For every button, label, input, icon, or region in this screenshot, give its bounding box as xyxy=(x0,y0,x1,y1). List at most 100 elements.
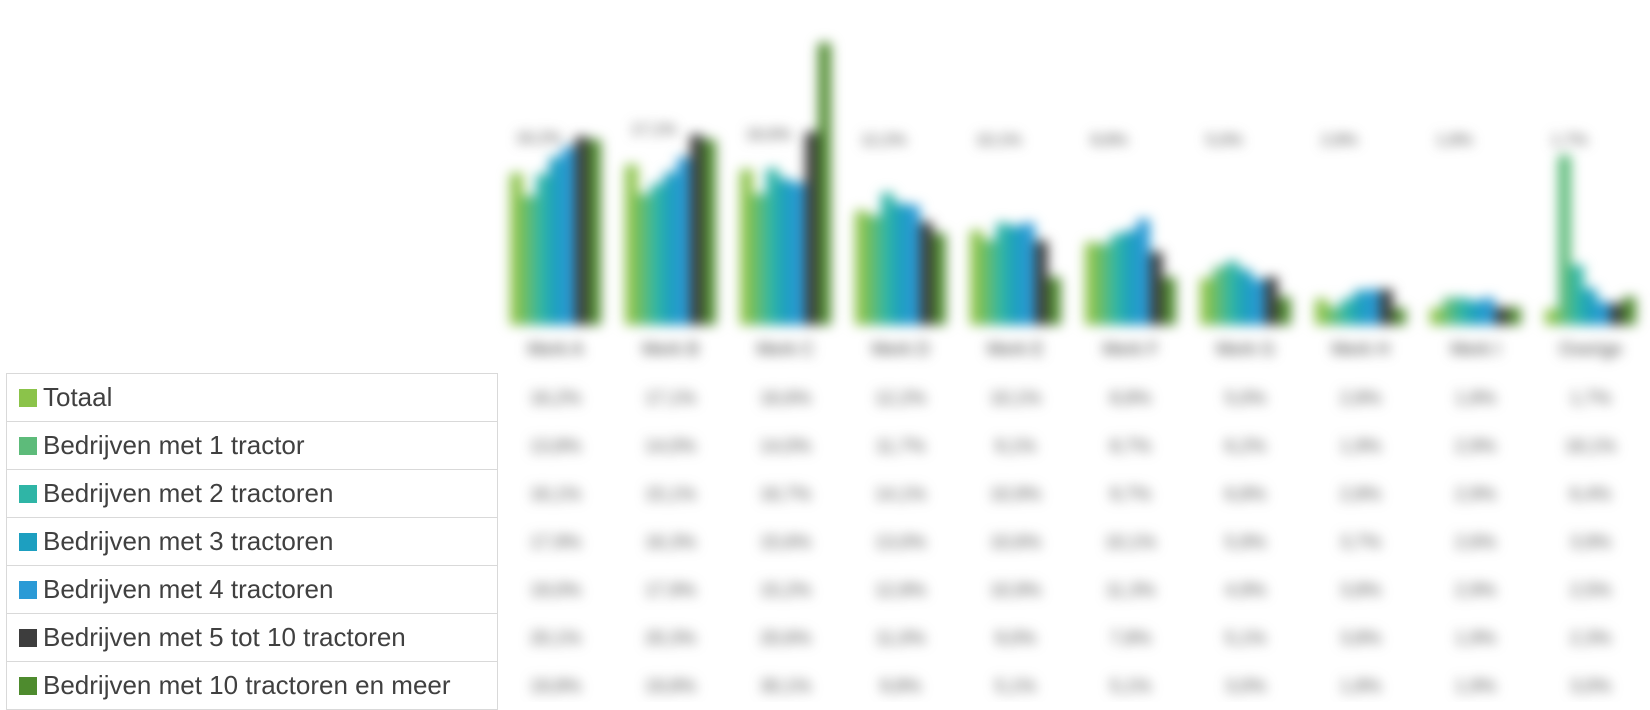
data-label: 2,8% xyxy=(1321,132,1357,149)
table-cell: 5,0% xyxy=(1225,388,1266,408)
bar-3-7 xyxy=(1226,261,1239,325)
bar-5-3 xyxy=(792,182,805,325)
table-cell: 6,4% xyxy=(1570,484,1611,504)
bars-layer xyxy=(510,42,1636,325)
table-cell: 11,7% xyxy=(876,436,926,456)
table-row: Bedrijven met 4 tractoren xyxy=(6,565,498,614)
table-cell: 2,8% xyxy=(1340,388,1381,408)
bar-3-4 xyxy=(881,192,894,325)
bar-2-10 xyxy=(1558,155,1571,325)
table-cell: 30,1% xyxy=(760,676,811,696)
x-tick-label: Merk F xyxy=(1103,339,1159,359)
legend-swatch xyxy=(19,581,37,599)
bar-7-8 xyxy=(1393,308,1406,325)
legend-label: Bedrijven met 4 tractoren xyxy=(43,574,334,604)
legend-item: Totaal xyxy=(6,373,498,422)
table-cell: 1,9% xyxy=(1340,436,1381,456)
bar-6-1 xyxy=(575,136,588,325)
table-cell: 18,1% xyxy=(1565,436,1616,456)
bar-3-3 xyxy=(766,168,779,325)
x-tick-label: Overige xyxy=(1559,339,1622,359)
bar-2-8 xyxy=(1328,307,1341,325)
data-label: 16,2% xyxy=(516,130,561,147)
table-cell: 2,8% xyxy=(1340,484,1381,504)
table-cell: 19,8% xyxy=(645,676,696,696)
legend-swatch xyxy=(19,677,37,695)
bar-4-5 xyxy=(1009,225,1022,325)
table-cell: 2,6% xyxy=(1455,532,1496,552)
bar-6-9 xyxy=(1495,307,1508,325)
table-row: Bedrijven met 2 tractoren xyxy=(6,469,498,518)
bar-3-5 xyxy=(996,222,1009,325)
table-cell: 2,9% xyxy=(1455,436,1496,456)
bar-2-3 xyxy=(753,193,766,325)
table-row: Bedrijven met 1 tractor xyxy=(6,421,498,470)
bar-4-3 xyxy=(779,178,792,325)
bar-5-8 xyxy=(1367,289,1380,325)
table-cell: 6,8% xyxy=(1225,484,1266,504)
bar-4-6 xyxy=(1124,230,1137,325)
bar-2-1 xyxy=(523,195,536,325)
table-cell: 19,8% xyxy=(530,676,581,696)
data-label: 10,1% xyxy=(976,132,1021,149)
legend-label: Bedrijven met 1 tractor xyxy=(43,430,305,460)
x-tick-label: Merk C xyxy=(757,339,815,359)
table-cell: 1,9% xyxy=(1455,628,1496,648)
table-cell: 2,3% xyxy=(1570,628,1611,648)
bar-6-7 xyxy=(1265,277,1278,325)
table-cell: 8,7% xyxy=(1110,436,1151,456)
table-cell: 5,9% xyxy=(1225,532,1266,552)
table-cell: 3,8% xyxy=(1340,628,1381,648)
table-cell: 16,6% xyxy=(760,388,811,408)
bar-1-2 xyxy=(625,164,638,325)
bar-2-6 xyxy=(1098,243,1111,325)
table-cell: 11,0% xyxy=(876,628,926,648)
data-label: 17,1% xyxy=(631,122,676,139)
data-label: 5,0% xyxy=(1206,132,1242,149)
bar-4-8 xyxy=(1354,290,1367,325)
table-cell: 1,9% xyxy=(1455,676,1496,696)
table-cell: 9,8% xyxy=(880,676,921,696)
table-cell: 3,0% xyxy=(1225,676,1266,696)
bar-2-7 xyxy=(1213,266,1226,325)
table-cell: 3,9% xyxy=(1570,532,1611,552)
bar-1-10 xyxy=(1545,309,1558,325)
data-table-legend: Totaal Bedrijven met 1 tractor Bedrijven m… xyxy=(6,373,498,710)
bar-2-4 xyxy=(868,215,881,325)
bar-1-3 xyxy=(740,169,753,325)
data-label: 1,7% xyxy=(1551,132,1587,149)
bar-1-6 xyxy=(1085,242,1098,325)
x-tick-label: Merk I xyxy=(1450,339,1500,359)
bar-3-10 xyxy=(1571,265,1584,325)
table-cell: 5,1% xyxy=(1225,628,1266,648)
table-cell: 15,6% xyxy=(760,532,811,552)
bar-2-9 xyxy=(1443,297,1456,325)
bar-2-2 xyxy=(638,193,651,325)
table-cell: 17,9% xyxy=(530,532,581,552)
x-tick-label: Merk A xyxy=(527,339,583,359)
bar-1-8 xyxy=(1315,298,1328,325)
data-label: 8,8% xyxy=(1091,132,1127,149)
table-cell: 12,2% xyxy=(875,388,926,408)
table-cell: 20,6% xyxy=(760,628,811,648)
table-cell: 20,3% xyxy=(645,628,696,648)
table-cell: 3,7% xyxy=(1340,532,1381,552)
bar-5-7 xyxy=(1252,279,1265,325)
bar-6-3 xyxy=(805,131,818,325)
table-row: Bedrijven met 3 tractoren xyxy=(6,517,498,566)
bar-7-1 xyxy=(588,139,601,325)
legend-swatch xyxy=(19,389,37,407)
bar-3-8 xyxy=(1341,298,1354,325)
table-cell: 9,0% xyxy=(995,628,1036,648)
table-cell: 15,2% xyxy=(760,580,811,600)
bar-1-4 xyxy=(855,210,868,325)
table-cell: 8,8% xyxy=(1110,388,1151,408)
table-cell: 6,2% xyxy=(1225,436,1266,456)
bar-4-1 xyxy=(549,157,562,325)
table-cell: 20,1% xyxy=(530,628,581,648)
bar-6-8 xyxy=(1380,289,1393,325)
table-row: Bedrijven met 10 tractoren en meer xyxy=(6,661,498,710)
table-cell: 2,9% xyxy=(1455,484,1496,504)
table-cell: 13,8% xyxy=(530,436,581,456)
